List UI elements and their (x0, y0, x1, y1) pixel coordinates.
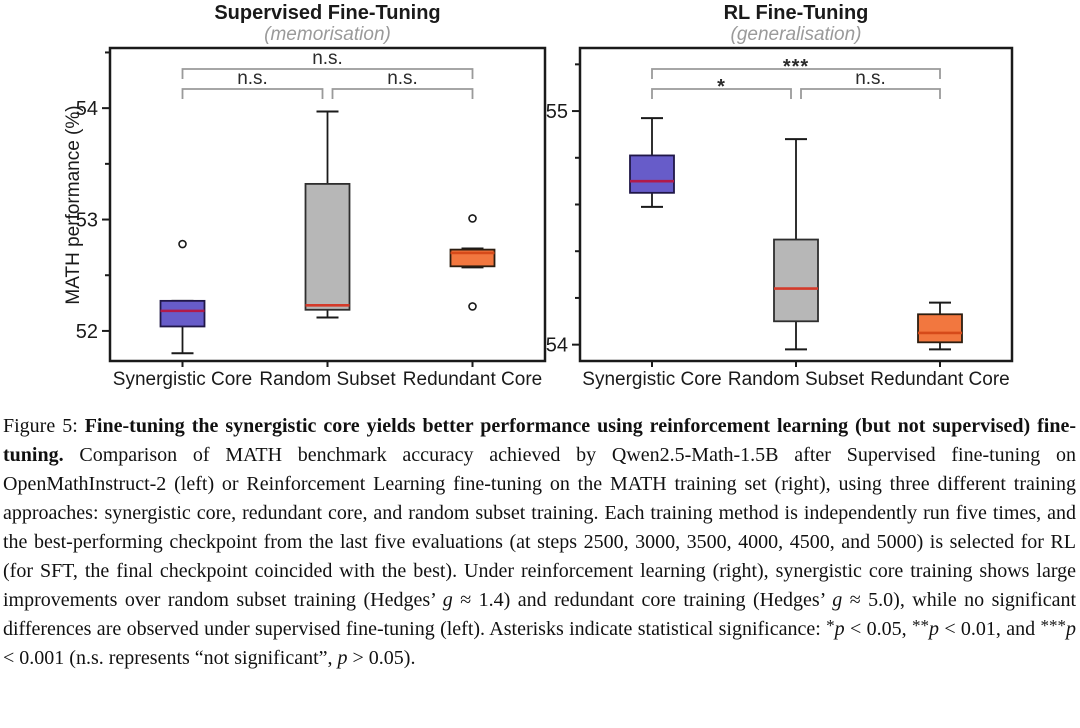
significance-bracket (331, 88, 474, 99)
box-synergistic-core (159, 299, 206, 328)
x-category-label: Synergistic Core (582, 369, 721, 390)
x-category-label: Random Subset (259, 369, 396, 390)
caption-segment: > 0.05). (347, 647, 416, 669)
caption-segment: Fine-tuning the synergistic core yields … (3, 415, 1076, 466)
x-category-label: Random Subset (728, 369, 865, 390)
rl-panel-subtitle: (generalisation) (730, 24, 862, 45)
caption-segment: *** (1040, 616, 1067, 635)
significance-bracket (181, 88, 324, 99)
box-synergistic-core (629, 154, 675, 194)
y-tick-label: 54 (76, 98, 98, 120)
x-category-label: Redundant Core (403, 369, 542, 390)
significance-label: n.s. (387, 68, 418, 89)
caption-segment: Figure 5: (3, 415, 85, 437)
sft-panel-subtitle: (memorisation) (264, 24, 391, 45)
caption-segment: ≈ 1.4) and redundant core training (Hedg… (452, 589, 833, 611)
caption-segment: Comparison of MATH benchmark accuracy ac… (3, 444, 1076, 611)
significance-label: n.s. (312, 48, 343, 69)
panel-supervised-fine-tuning: 52 53 54 Synergistic Core Random Subset Redun… (76, 46, 547, 390)
y-tick-label: 55 (546, 101, 568, 123)
caption-segment: ≈ 5.0), while no significant differences… (3, 589, 1077, 640)
x-category-label: Redundant Core (870, 369, 1009, 390)
sft-panel-title: Supervised Fine-Tuning (214, 2, 441, 24)
y-tick-label: 54 (546, 335, 568, 357)
figure-5: Supervised Fine-Tuning (memorisation) RL… (63, 2, 1014, 390)
caption-segment: g (442, 589, 453, 611)
y-tick-label: 52 (76, 321, 98, 343)
outlier-point (468, 302, 477, 311)
box-redundant-core (917, 313, 963, 344)
caption-segment: p (834, 618, 845, 640)
box-random-subset (304, 182, 351, 311)
caption-segment: p (1066, 618, 1077, 640)
caption-segment: < 0.001 (n.s. represents “not significan… (3, 647, 338, 669)
figure-caption: Figure 5: Fine-tuning the synergistic co… (3, 412, 1076, 673)
outlier-point (468, 214, 477, 223)
caption-segment: ** (911, 616, 929, 635)
significance-label: * (717, 76, 726, 98)
significance-bracket (800, 88, 941, 99)
significance-bracket (181, 68, 474, 79)
caption-segment: < 0.01, and (938, 618, 1041, 640)
significance-bracket (651, 88, 792, 99)
y-axis-label: MATH performance (%) (63, 105, 84, 305)
box-random-subset (773, 238, 819, 323)
significance-label: n.s. (855, 68, 886, 89)
significance-bracket (651, 68, 941, 79)
caption-segment: p (928, 618, 939, 640)
significance-label: n.s. (237, 68, 268, 89)
outlier-point (178, 239, 187, 249)
caption-segment: * (826, 616, 835, 635)
panel-rl-fine-tuning: 54 55 Synergistic Core Random Subset Redunda… (546, 46, 1014, 390)
rl-panel-title: RL Fine-Tuning (723, 2, 869, 24)
x-category-label: Synergistic Core (113, 369, 252, 390)
caption-segment: p (337, 647, 348, 669)
y-tick-label: 53 (76, 210, 98, 232)
significance-label: *** (783, 56, 809, 78)
caption-segment: g (832, 589, 843, 611)
caption-segment: < 0.05, (844, 618, 912, 640)
